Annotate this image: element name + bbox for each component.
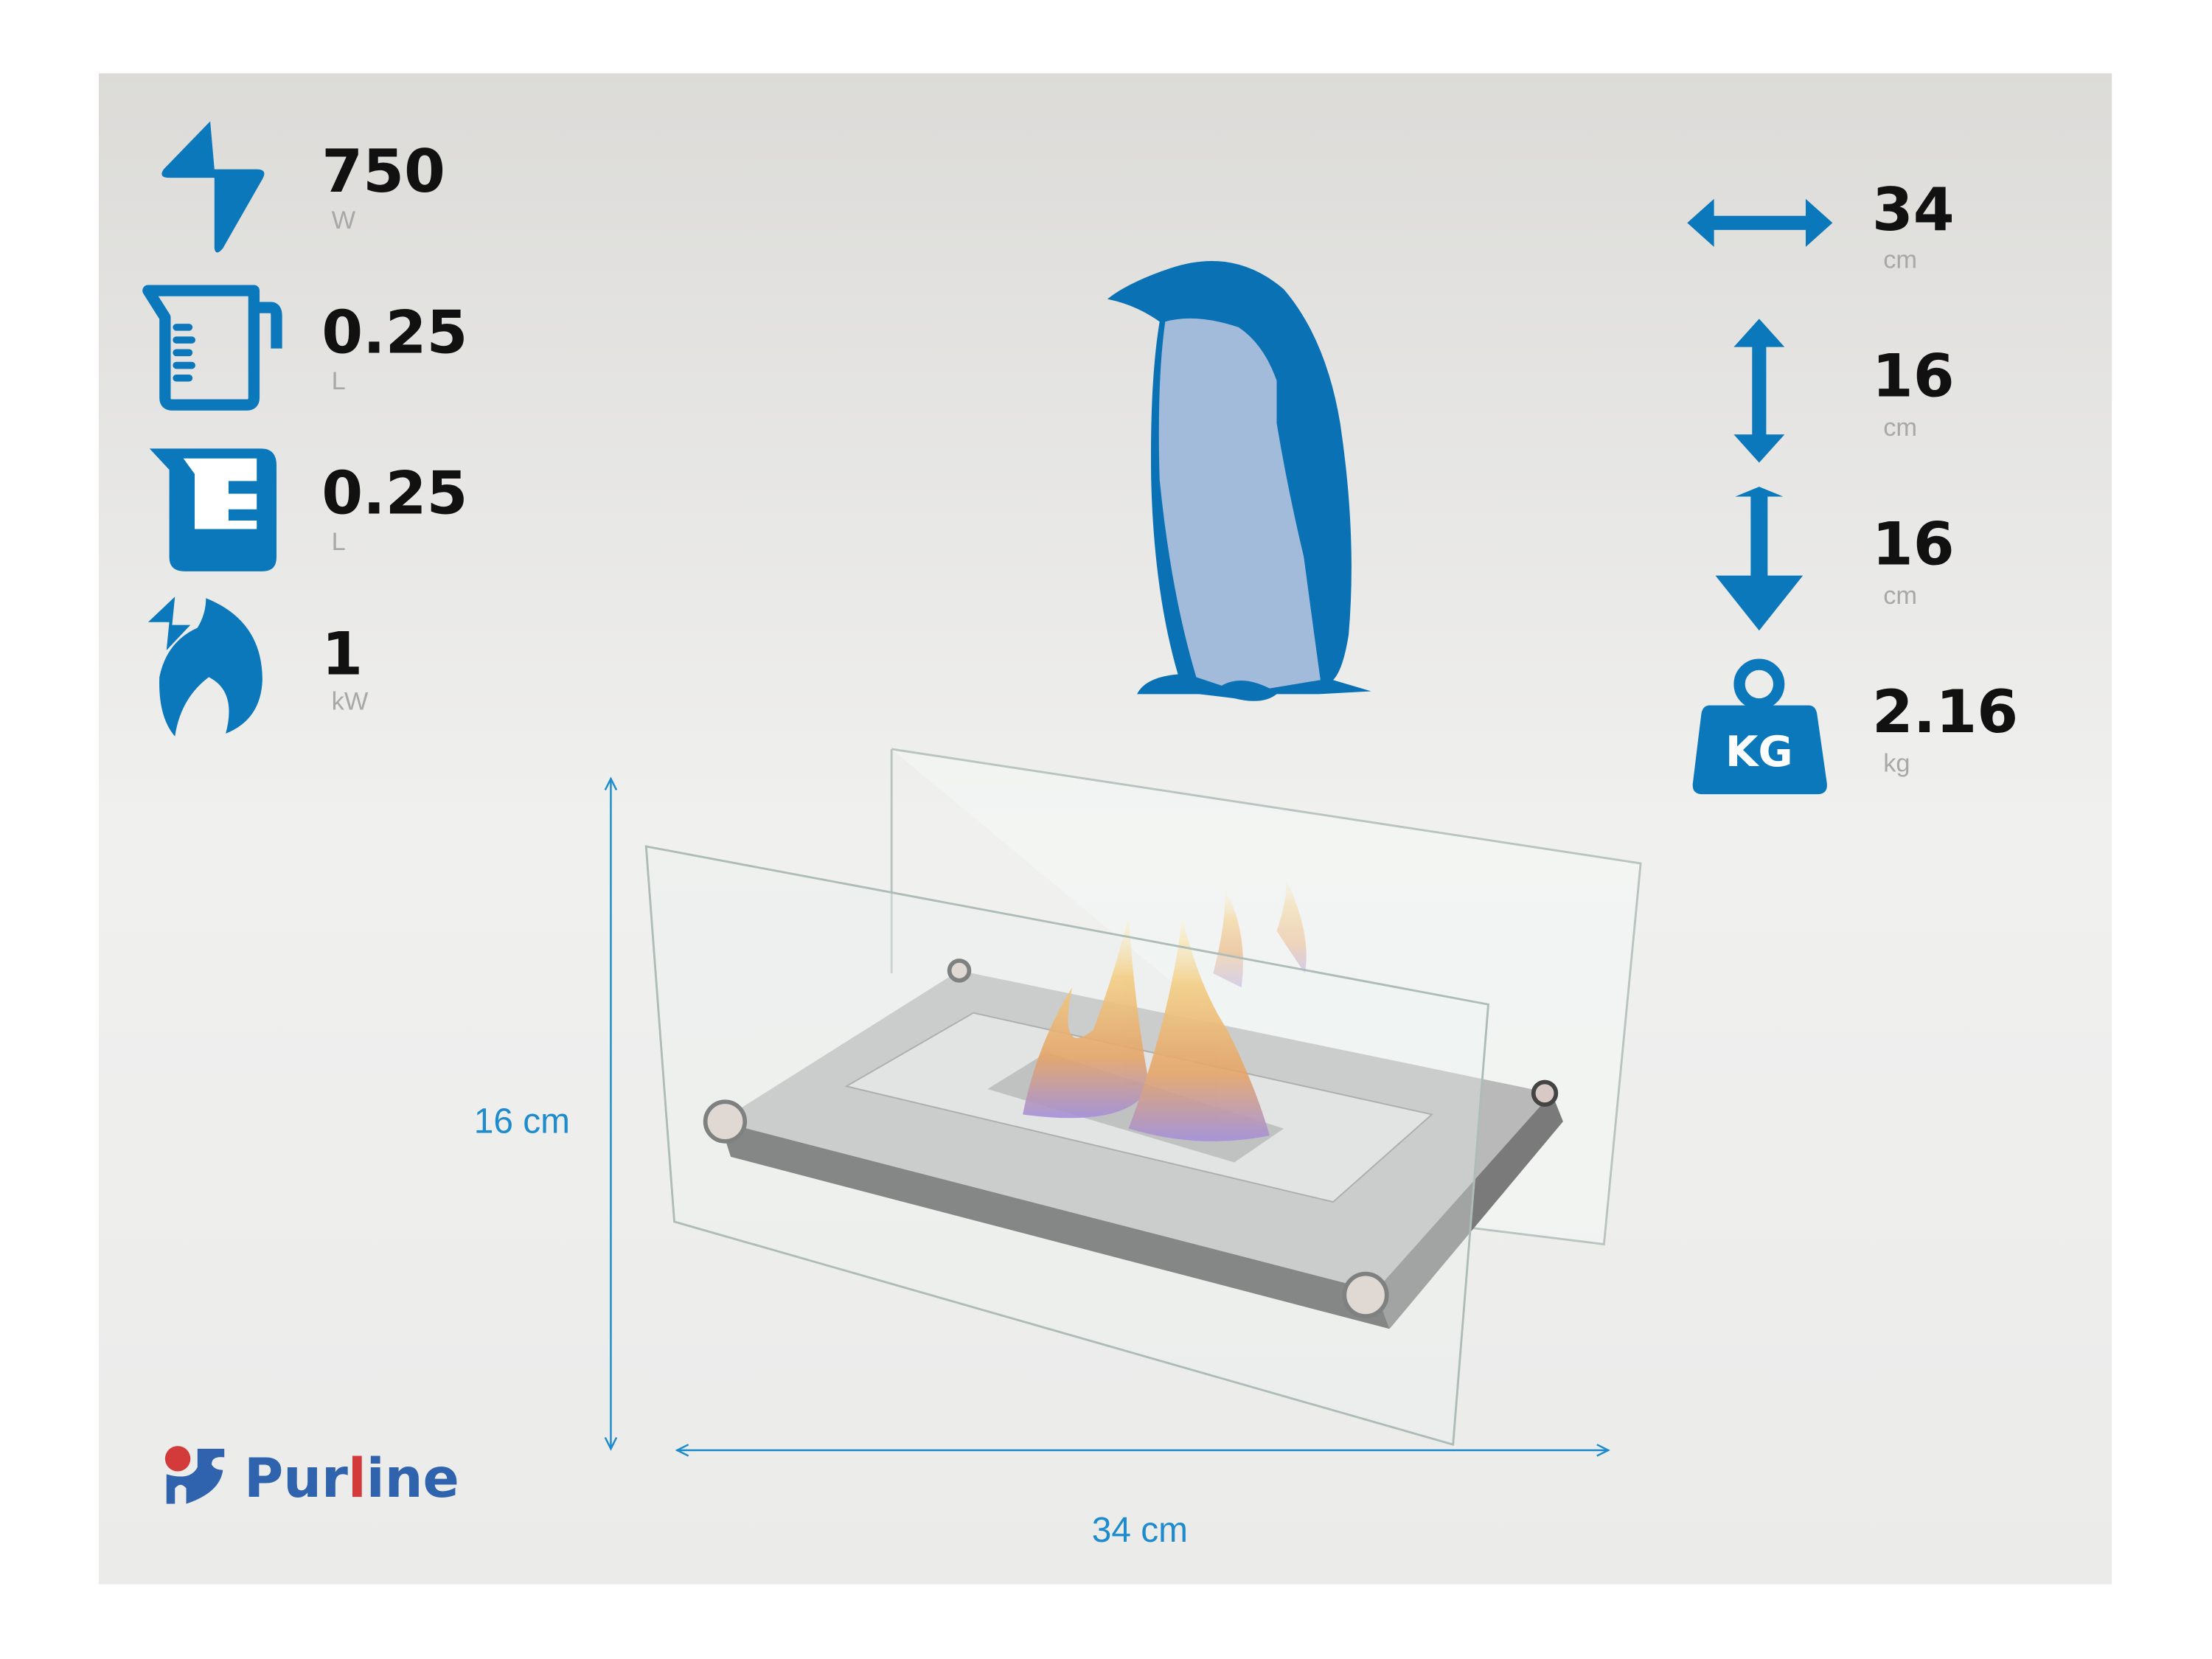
spec-depth: 16 cm bbox=[1872, 509, 1955, 610]
spec-width: 34 cm bbox=[1872, 175, 1955, 274]
penguin-size-reference bbox=[1107, 260, 1371, 701]
spec-unit: L bbox=[332, 528, 346, 556]
spec-value: 1 bbox=[321, 619, 363, 689]
spec-heat-output: 1 kW bbox=[321, 619, 369, 716]
width-dimension-label: 34 cm bbox=[1092, 1511, 1188, 1550]
depth-arrow-icon bbox=[1715, 487, 1804, 631]
flame-power-icon bbox=[147, 597, 262, 737]
kg-label: KG bbox=[1725, 727, 1793, 776]
spec-unit: kg bbox=[1883, 750, 1910, 778]
logo-text: Pur bbox=[244, 1448, 348, 1510]
spec-value: 2.16 bbox=[1872, 677, 2018, 746]
spec-unit: cm bbox=[1883, 414, 1917, 442]
height-arrow-icon bbox=[1733, 319, 1785, 463]
lightning-icon bbox=[161, 121, 265, 253]
fireplace-product-image bbox=[644, 748, 1642, 1447]
spec-unit: kW bbox=[332, 687, 369, 715]
spec-unit: W bbox=[332, 206, 356, 234]
spec-unit: cm bbox=[1883, 582, 1917, 610]
spec-capacity: 0.25 L bbox=[321, 297, 467, 395]
measuring-jug-icon bbox=[142, 285, 282, 411]
spec-unit: cm bbox=[1883, 246, 1917, 274]
width-dimension bbox=[675, 1444, 1610, 1457]
front-glass-panel bbox=[644, 845, 1490, 1447]
support-knobs bbox=[703, 959, 1559, 1318]
height-dimension bbox=[604, 776, 618, 1451]
spec-height: 16 cm bbox=[1872, 341, 1955, 442]
spec-tank: 0.25 L bbox=[321, 458, 467, 556]
weight-kg-icon: KG bbox=[1692, 658, 1827, 795]
spec-value: 0.25 bbox=[321, 458, 467, 527]
purline-logo: Purline bbox=[164, 1446, 459, 1510]
width-arrow-icon bbox=[1687, 198, 1833, 247]
spec-value: 16 bbox=[1872, 341, 1955, 411]
logo-text-end: ine bbox=[366, 1448, 459, 1510]
spec-value: 750 bbox=[321, 136, 445, 206]
svg-text:Purline: Purline bbox=[244, 1448, 459, 1510]
spec-value: 0.25 bbox=[321, 297, 467, 366]
spec-weight: 2.16 kg bbox=[1872, 677, 2018, 778]
spec-value: 34 bbox=[1872, 175, 1955, 244]
spec-unit: L bbox=[332, 367, 346, 395]
fuel-tank-icon bbox=[149, 448, 276, 571]
spec-power: 750 W bbox=[321, 136, 445, 234]
flames bbox=[1023, 874, 1307, 1141]
spec-value: 16 bbox=[1872, 509, 1955, 578]
logo-text-accent: l bbox=[348, 1448, 366, 1510]
height-dimension-label: 16 cm bbox=[474, 1102, 570, 1141]
